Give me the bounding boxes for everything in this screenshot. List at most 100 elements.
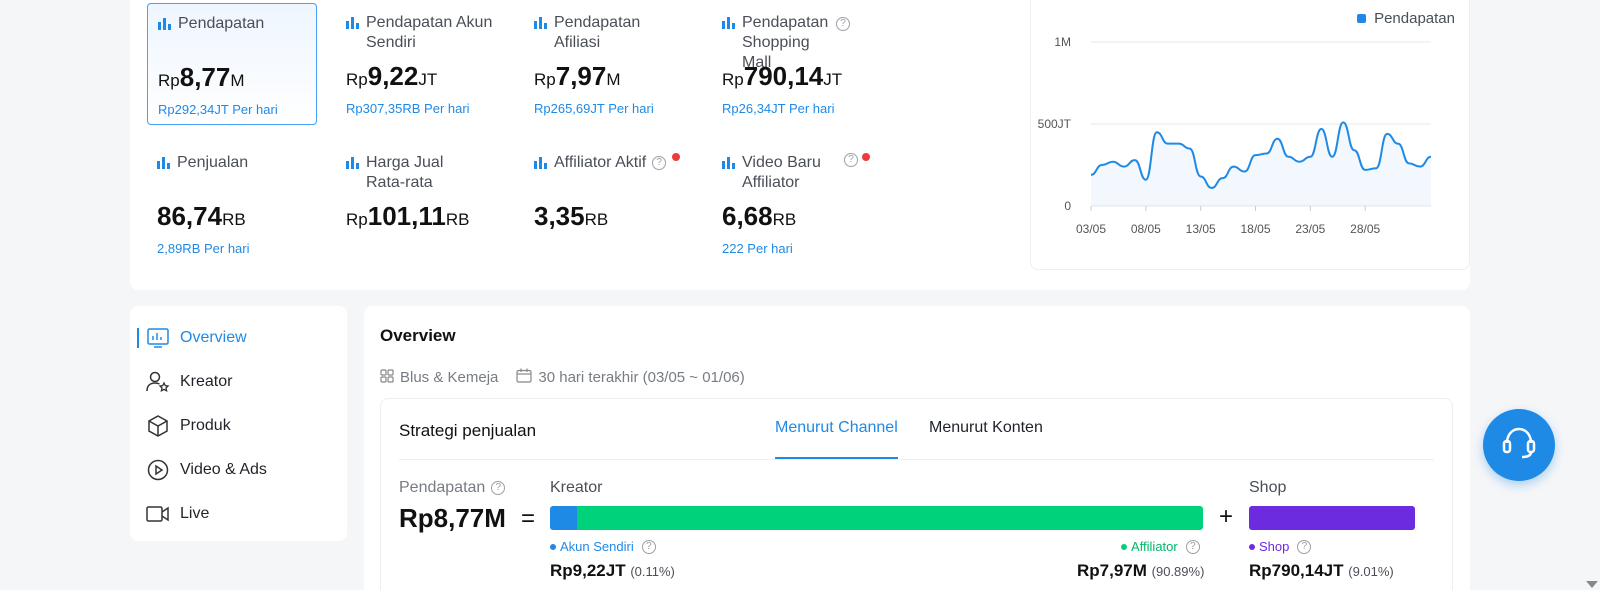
affiliator-amount: Rp7,97M (90.89%) [1077, 561, 1205, 580]
bar-chart-icon [346, 17, 360, 29]
notification-dot [862, 153, 870, 161]
strategy-title: Strategi penjualan [399, 421, 537, 440]
legend-dot [550, 543, 556, 550]
divider [399, 459, 1434, 460]
play-circle-icon [146, 458, 170, 482]
metric-value: Rp8,77M [158, 62, 245, 92]
metric-card-pendapatan[interactable]: Pendapatan Rp8,77M Rp292,34JT Per hari [147, 3, 317, 125]
category-filter[interactable]: Blus & Kemeja [380, 368, 499, 387]
sidebar-item-video-ads[interactable]: Video & Ads [130, 448, 347, 492]
shop-segment[interactable] [1249, 506, 1415, 530]
metrics-panel: Pendapatan Rp8,77M Rp292,34JT Per hari P… [130, 0, 1470, 290]
legend-dot [1121, 543, 1127, 550]
y-tick-label: 0 [1064, 199, 1071, 213]
metric-value: Rp101,11RB [346, 201, 470, 231]
metric-per-day: 2,89RB Per hari [157, 241, 250, 256]
help-icon[interactable]: ? [1297, 539, 1312, 554]
date-range-label: 30 hari terakhir (03/05 ~ 01/06) [538, 369, 745, 386]
bar-chart-icon [722, 157, 736, 169]
dashboard-icon [146, 326, 170, 350]
x-tick-label: 23/05 [1295, 222, 1325, 236]
sidebar-item-label: Kreator [180, 373, 233, 390]
tab-menurut-konten[interactable]: Menurut Konten [929, 419, 1043, 436]
help-icon[interactable]: ? [641, 539, 656, 554]
metric-title: Pendapatan Akun Sendiri [366, 14, 493, 51]
metric-card-harga-jual-rata-rata[interactable]: Harga Jual Rata-rata Rp101,11RB [336, 143, 496, 265]
metric-card-pendapatan-shopping-mall[interactable]: Pendapatan Shopping Mall ? Rp790,14JT Rp… [712, 3, 862, 125]
overview-panel: Overview Blus & Kemeja 30 hari terakhir … [364, 306, 1470, 590]
metric-value: Rp790,14JT [722, 61, 843, 91]
metric-per-day: 222 Per hari [722, 241, 793, 256]
chart-plot: 1M 500JT 0 03/05 08/05 13/05 18/05 23/05 28/05 [1038, 35, 1432, 236]
metric-title: Pendapatan Afiliasi [554, 14, 641, 51]
help-icon[interactable]: ? [652, 156, 667, 170]
sidebar-item-live[interactable]: Live [130, 492, 347, 536]
affiliator-legend: Affiliator ? [1121, 539, 1200, 554]
shop-legend: Shop ? [1249, 539, 1312, 554]
headset-icon [1500, 425, 1538, 466]
sidebar-item-label: Overview [180, 329, 247, 346]
metric-card-video-baru-affiliator[interactable]: Video Baru Affiliator ? 6,68RB 222 Per h… [712, 143, 872, 265]
metric-per-day: Rp265,69JT Per hari [534, 101, 654, 116]
kreator-label: Kreator [550, 479, 603, 496]
metric-title: Pendapatan [178, 15, 265, 32]
filter-bar: Blus & Kemeja 30 hari terakhir (03/05 ~ … [380, 368, 745, 387]
scroll-down-arrow[interactable] [1586, 581, 1598, 588]
help-icon[interactable]: ? [1185, 539, 1200, 554]
metric-value: 3,35RB [534, 201, 609, 231]
shop-bar[interactable] [1249, 506, 1415, 530]
grid-icon [380, 368, 394, 387]
sidebar-item-label: Video & Ads [180, 461, 267, 478]
help-icon[interactable]: ? [844, 153, 858, 167]
x-tick-label: 13/05 [1186, 222, 1216, 236]
sidebar-nav: Overview Kreator Produk Video & Ads Live [130, 306, 347, 541]
page-title: Overview [380, 326, 456, 345]
metric-card-pendapatan-afiliasi[interactable]: Pendapatan Afiliasi Rp7,97M Rp265,69JT P… [524, 3, 664, 125]
revenue-chart: Pendapatan 1M 500JT 0 03/05 08/05 13/05 18/05 2… [1030, 0, 1470, 270]
equals-sign: = [521, 505, 536, 532]
sidebar-item-label: Live [180, 505, 210, 522]
legend-swatch [1357, 14, 1367, 23]
bar-chart-icon [534, 157, 548, 169]
bar-chart-icon [158, 18, 172, 30]
bar-chart-icon [346, 157, 360, 169]
sidebar-item-overview[interactable]: Overview [130, 316, 347, 360]
sales-strategy-card: Strategi penjualan Menurut Channel Menur… [380, 398, 1453, 590]
revenue-label: Pendapatan [399, 479, 486, 496]
sidebar-item-produk[interactable]: Produk [130, 404, 347, 448]
metric-value: 86,74RB [157, 201, 246, 231]
box-icon [146, 414, 170, 438]
x-tick-label: 18/05 [1241, 222, 1271, 236]
metric-title: Penjualan [177, 154, 249, 171]
metric-per-day: Rp26,34JT Per hari [722, 101, 835, 116]
bar-chart-icon [534, 17, 548, 29]
x-tick-label: 08/05 [1131, 222, 1161, 236]
x-tick-label: 28/05 [1350, 222, 1380, 236]
sidebar-item-kreator[interactable]: Kreator [130, 360, 347, 404]
date-range-filter[interactable]: 30 hari terakhir (03/05 ~ 01/06) [516, 368, 745, 387]
akun-sendiri-segment[interactable] [550, 506, 577, 530]
revenue-total: Rp8,77M [399, 503, 506, 533]
metric-card-pendapatan-akun-sendiri[interactable]: Pendapatan Akun Sendiri Rp9,22JT Rp307,3… [336, 3, 516, 125]
metric-title: Affiliator Aktif [554, 154, 647, 171]
metric-title: Video Baru Affiliator [742, 154, 821, 191]
sidebar-item-label: Produk [180, 417, 231, 434]
category-label: Blus & Kemeja [400, 369, 499, 386]
shop-amount: Rp790,14JT (9.01%) [1249, 561, 1394, 580]
chart-legend[interactable]: Pendapatan [1357, 10, 1455, 27]
help-icon[interactable]: ? [836, 17, 850, 31]
help-icon[interactable]: ? [491, 481, 506, 495]
akun-sendiri-legend: Akun Sendiri ? [550, 539, 656, 554]
metric-card-affiliator-aktif[interactable]: Affiliator Aktif? 3,35RB [524, 143, 694, 265]
kreator-bar[interactable] [550, 506, 1203, 530]
shop-label: Shop [1249, 479, 1287, 496]
affiliator-segment[interactable] [577, 506, 1203, 530]
tab-menurut-channel[interactable]: Menurut Channel [775, 419, 898, 459]
series-line[interactable] [1090, 121, 1432, 189]
metric-card-penjualan[interactable]: Penjualan 86,74RB 2,89RB Per hari [147, 143, 317, 265]
metric-title: Pendapatan Shopping Mall [742, 14, 829, 71]
support-button[interactable] [1483, 409, 1555, 481]
metric-value: Rp7,97M [534, 61, 621, 91]
akun-sendiri-amount: Rp9,22JT (0.11%) [550, 561, 675, 580]
legend-label: Pendapatan [1374, 10, 1455, 27]
